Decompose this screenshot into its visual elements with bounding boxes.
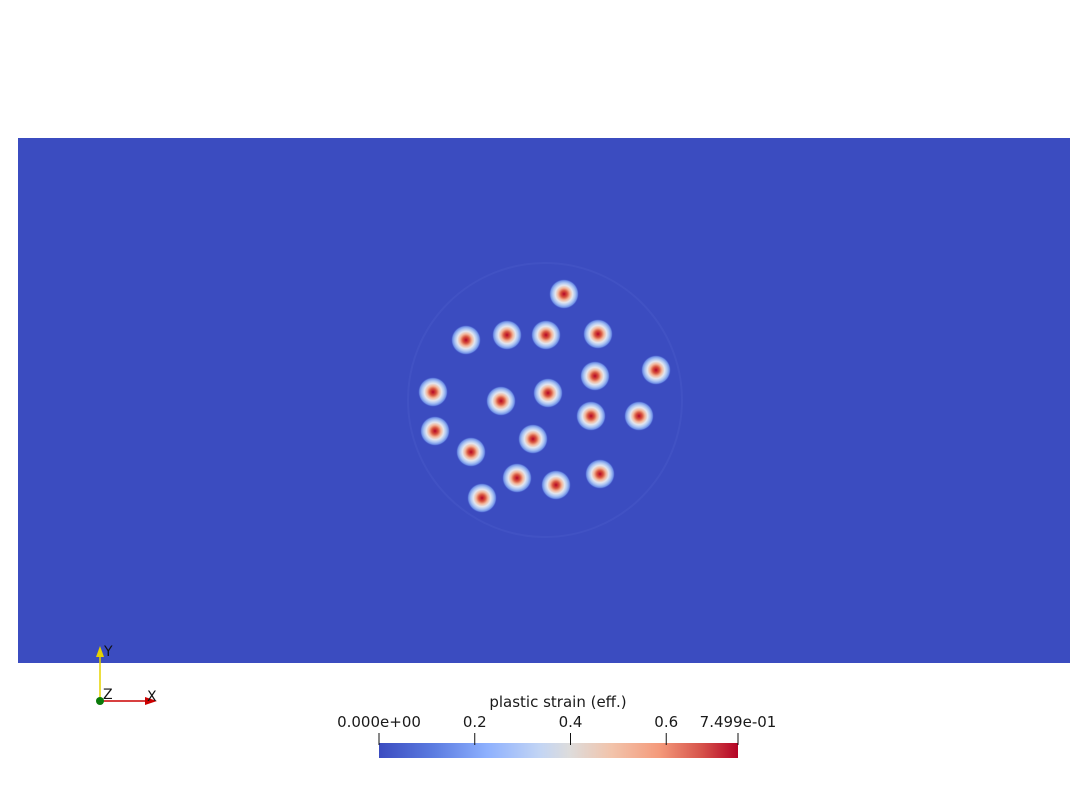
strain-hotspot <box>549 279 579 309</box>
strain-spots <box>418 279 671 513</box>
y-axis-arrowhead <box>96 646 104 657</box>
strain-hotspot <box>541 470 571 500</box>
strain-hotspot <box>451 325 481 355</box>
strain-hotspot <box>531 320 561 350</box>
strain-hotspot <box>585 459 615 489</box>
colorbar-tick-label: 0.2 <box>463 713 487 731</box>
strain-hotspot <box>583 319 613 349</box>
strain-hotspot <box>486 386 516 416</box>
z-axis-dot <box>96 697 104 705</box>
strain-hotspot <box>467 483 497 513</box>
strain-hotspot <box>502 463 532 493</box>
colorbar: plastic strain (eff.) 0.000e+00 0.2 0.4 0.6… <box>337 693 776 758</box>
strain-hotspot <box>420 416 450 446</box>
y-axis-label: Y <box>103 644 113 660</box>
strain-hotspot <box>418 377 448 407</box>
orientation-axes: Y X Z <box>96 644 157 705</box>
colorbar-gradient <box>379 743 738 758</box>
colorbar-tick-label: 7.499e-01 <box>700 713 777 731</box>
strain-hotspot <box>576 401 606 431</box>
colorbar-title: plastic strain (eff.) <box>489 693 626 711</box>
strain-hotspot <box>580 361 610 391</box>
strain-hotspot <box>518 424 548 454</box>
z-axis-label: Z <box>103 687 113 703</box>
strain-hotspot <box>492 320 522 350</box>
colorbar-tick-label: 0.6 <box>654 713 678 731</box>
strain-hotspot <box>624 401 654 431</box>
inclusion-outline <box>407 262 683 538</box>
colorbar-tick-label: 0.4 <box>559 713 583 731</box>
strain-hotspot <box>641 355 671 385</box>
strain-hotspot <box>533 378 563 408</box>
colorbar-tick-label: 0.000e+00 <box>337 713 421 731</box>
x-axis-arrowhead <box>145 697 157 705</box>
strain-hotspot <box>456 437 486 467</box>
colorbar-ticks: 0.000e+00 0.2 0.4 0.6 7.499e-01 <box>337 713 776 745</box>
x-axis-label: X <box>147 689 157 705</box>
